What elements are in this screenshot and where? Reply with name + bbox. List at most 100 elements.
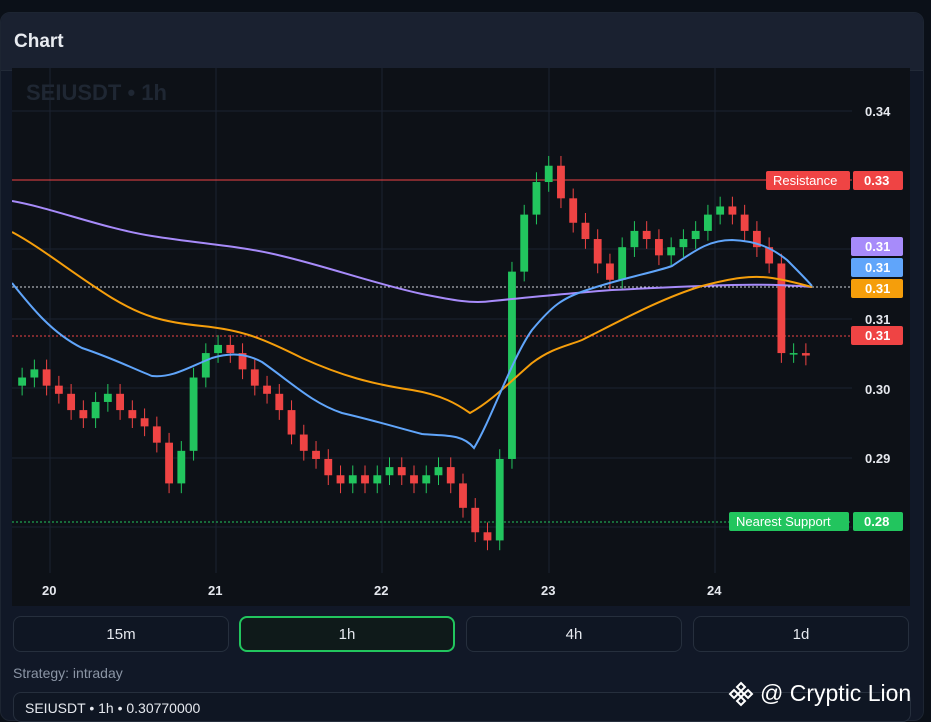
candle-up <box>422 475 431 484</box>
candle-up <box>348 475 357 484</box>
ma-purple-badge <box>851 237 903 256</box>
candle-down <box>397 467 406 476</box>
price-tick: 0.31 <box>865 312 890 327</box>
candle-down <box>336 475 345 484</box>
candle-up <box>520 214 529 272</box>
candle-down <box>655 239 663 256</box>
candle-up <box>679 239 688 248</box>
candle-up <box>703 214 712 231</box>
candle-down <box>152 426 161 443</box>
status-text: SEIUSDT • 1h • 0.30770000 <box>25 700 201 716</box>
candle-down <box>54 385 63 394</box>
candle-up <box>189 377 198 451</box>
candle-down <box>777 263 786 354</box>
price-tick: 0.34 <box>865 104 891 119</box>
candle-down <box>752 230 761 248</box>
support-value-badge <box>853 512 903 531</box>
candle-down <box>263 385 271 394</box>
candle-down <box>250 369 259 386</box>
candle-down <box>801 353 810 356</box>
status-bar: SEIUSDT • 1h • 0.30770000 <box>13 692 911 722</box>
candle-down <box>324 458 333 476</box>
candle-up <box>544 165 553 183</box>
candle-down <box>593 239 602 264</box>
resistance-label: Resistance <box>773 173 837 188</box>
candle-down <box>275 393 284 411</box>
candle-up <box>691 230 700 240</box>
candle-down <box>128 410 137 419</box>
candle-down <box>361 475 369 484</box>
support-label: Nearest Support <box>736 514 831 529</box>
ma-purple-line <box>12 200 813 304</box>
timeframe-4h-button[interactable]: 4h <box>466 616 682 652</box>
candle-up <box>716 206 725 215</box>
candle-down <box>728 206 737 215</box>
candle-down <box>116 393 125 411</box>
date-tick: 23 <box>541 583 555 598</box>
candle-up <box>373 475 382 484</box>
date-tick: 20 <box>42 583 56 598</box>
candle-up <box>618 247 627 280</box>
candle-down <box>446 467 455 484</box>
candle-down <box>557 165 565 199</box>
candle-down <box>226 344 235 354</box>
brand-text: @ Cryptic Lion <box>760 680 912 706</box>
candle-down <box>740 214 749 231</box>
candle-up <box>789 353 798 355</box>
candle-down <box>238 353 247 370</box>
date-tick: 21 <box>208 583 222 598</box>
resistance-value: 0.33 <box>864 173 889 188</box>
candle-down <box>642 230 651 240</box>
candle-down <box>42 369 51 386</box>
candle-down <box>765 247 774 264</box>
candle-down <box>569 198 578 223</box>
candle-down <box>471 507 480 533</box>
candle-down <box>581 222 590 240</box>
last-price-value: 0.31 <box>865 328 890 343</box>
price-chart[interactable]: SEIUSDT • 1h 0.34 <box>12 68 910 606</box>
support-badge <box>729 512 849 531</box>
candle-down <box>410 475 418 484</box>
support-value: 0.28 <box>864 514 889 529</box>
candle-up <box>214 344 222 354</box>
binance-icon <box>728 681 754 706</box>
timeframe-15m-button[interactable]: 15m <box>13 616 229 652</box>
candle-up <box>630 230 639 248</box>
timeframe-1h-button[interactable]: 1h <box>239 616 455 652</box>
candle-up <box>103 393 112 402</box>
price-tick: 0.30 <box>865 382 890 397</box>
panel-header: Chart <box>1 13 923 71</box>
ma-blue-badge <box>851 258 903 277</box>
candle-up <box>532 182 541 215</box>
resistance-value-badge <box>853 171 903 190</box>
candle-down <box>140 418 149 427</box>
symbol-watermark: SEIUSDT • 1h <box>26 80 167 105</box>
chart-canvas[interactable]: 0.34 0.31 0.30 0.29 20 21 22 23 24 Resis… <box>12 68 910 606</box>
candle-down <box>299 434 308 451</box>
candle-down <box>606 263 614 280</box>
strategy-label: Strategy: intraday <box>13 665 123 681</box>
candle-up <box>201 353 210 378</box>
timeframe-1d-button[interactable]: 1d <box>693 616 909 652</box>
ma-orange-line <box>12 231 813 415</box>
candle-down <box>67 393 76 411</box>
date-tick: 24 <box>707 583 722 598</box>
candle-down <box>483 532 492 541</box>
panel-title: Chart <box>14 31 64 52</box>
price-tick: 0.29 <box>865 451 890 466</box>
candle-up <box>385 467 394 476</box>
ma-orange-badge <box>851 279 903 298</box>
ma-orange-value: 0.31 <box>865 281 890 296</box>
candle-up <box>667 247 676 256</box>
last-price-badge <box>851 326 903 345</box>
ma-purple-value: 0.31 <box>865 239 890 254</box>
candle-up <box>30 369 39 378</box>
candle-up <box>495 458 504 541</box>
brand-watermark: @ Cryptic Lion <box>728 680 911 707</box>
resistance-badge <box>766 171 850 190</box>
date-tick: 22 <box>374 583 388 598</box>
candle-down <box>459 483 467 508</box>
ma-blue-line <box>12 238 813 450</box>
candle-down <box>312 450 320 459</box>
ma-blue-value: 0.31 <box>865 260 890 275</box>
